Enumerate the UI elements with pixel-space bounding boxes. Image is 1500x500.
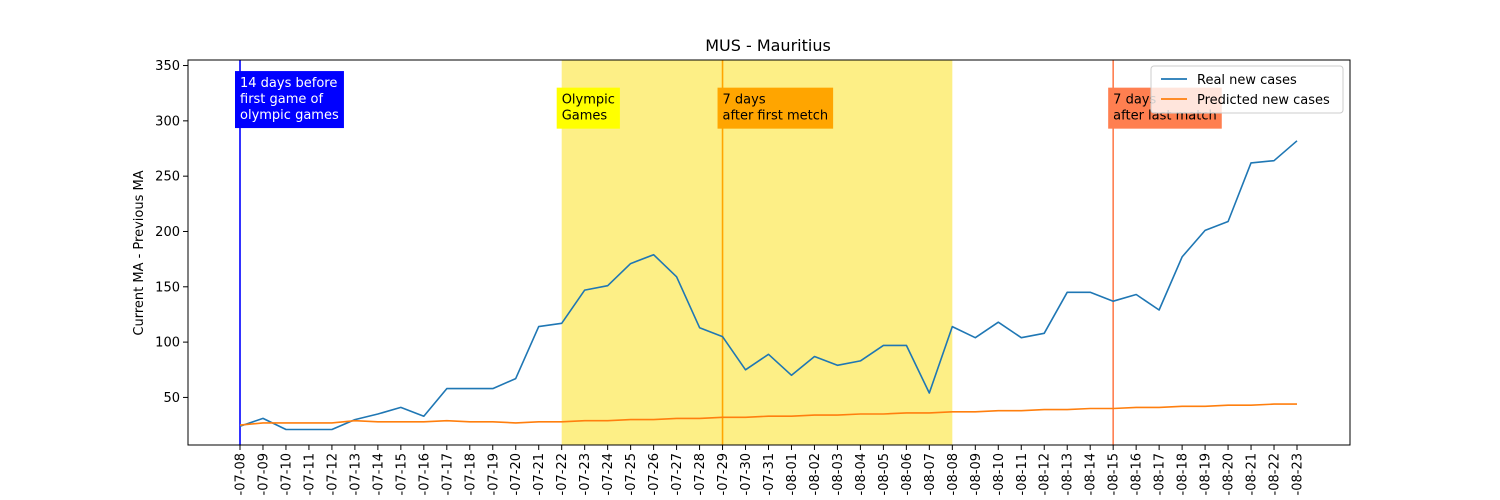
legend-label-0: Real new cases — [1197, 73, 1297, 88]
annotation-1: Olympic Games — [556, 87, 620, 129]
y-tick-label: 100 — [155, 336, 180, 351]
x-tick-label: -07-20 — [509, 453, 524, 495]
x-tick-label: -07-25 — [624, 453, 639, 495]
x-tick-label: -08-07 — [923, 453, 938, 495]
x-tick-label: -07-17 — [440, 453, 455, 495]
x-tick-label: -08-10 — [992, 453, 1007, 495]
x-tick-label: -07-09 — [256, 453, 271, 495]
chart-title: MUS - Mauritius — [705, 36, 831, 55]
x-tick-label: -08-15 — [1107, 453, 1122, 495]
x-tick-label: -07-16 — [417, 453, 432, 495]
x-tick-label: -08-02 — [808, 453, 823, 495]
y-axis-title: Current MA - Previous MA — [132, 170, 147, 335]
x-tick-label: -07-13 — [348, 453, 363, 495]
x-tick-label: -07-29 — [716, 453, 731, 495]
legend-box — [1150, 65, 1344, 114]
annotation-label: 14 days before first game of olympic games — [240, 76, 339, 123]
legend-label-1: Predicted new cases — [1197, 93, 1330, 108]
plot-area: 14 days before first game of olympic games… — [155, 59, 1351, 495]
x-tick-label: -07-18 — [463, 453, 478, 495]
annotation-box — [235, 71, 344, 129]
y-tick-label: 150 — [155, 280, 180, 295]
y-tick-label: 300 — [155, 114, 180, 129]
x-tick-label: -07-19 — [486, 453, 501, 495]
x-tick-label: -07-08 — [234, 453, 249, 495]
x-tick-label: -08-03 — [831, 453, 846, 495]
x-tick-label: -07-31 — [762, 453, 777, 495]
x-tick-label: -07-10 — [279, 453, 294, 495]
series-line-0 — [239, 140, 1298, 431]
x-tick-label: -08-05 — [877, 453, 892, 495]
legend: Real new cases Predicted new cases — [1150, 65, 1344, 114]
x-tick-label: -08-09 — [969, 453, 984, 495]
y-tick-label: 200 — [155, 225, 180, 240]
annotation-box — [556, 87, 620, 129]
x-tick-label: -08-17 — [1153, 453, 1168, 495]
x-tick-label: -08-06 — [900, 453, 915, 495]
x-tick-label: -08-11 — [1015, 453, 1030, 495]
x-tick-label: -08-13 — [1061, 453, 1076, 495]
annotation-0: 14 days before first game of olympic games — [235, 71, 344, 129]
series-line-1 — [239, 403, 1297, 426]
x-tick-label: -07-27 — [670, 453, 685, 495]
x-tick-label: -08-18 — [1176, 453, 1191, 495]
y-tick-label: 350 — [155, 59, 180, 74]
x-tick-label: -07-28 — [693, 453, 708, 495]
x-tick-label: -08-08 — [946, 453, 961, 495]
annotation-2: 7 days after first metch — [717, 87, 834, 129]
x-tick-label: -07-11 — [302, 453, 317, 495]
x-tick-label: -07-23 — [578, 453, 593, 495]
x-tick-label: -08-23 — [1291, 453, 1306, 495]
annotation-label: Olympic Games — [562, 93, 615, 124]
x-tick-label: -08-12 — [1038, 453, 1053, 495]
x-tick-label: -08-20 — [1222, 453, 1237, 495]
x-tick-label: -08-04 — [854, 453, 869, 495]
x-tick-label: -07-22 — [555, 453, 570, 495]
x-tick-label: -07-21 — [532, 453, 547, 495]
y-tick-label: 50 — [163, 391, 180, 406]
x-tick-label: -07-15 — [394, 453, 409, 495]
annotation-box — [717, 87, 834, 129]
x-tick-label: -08-01 — [785, 453, 800, 495]
x-tick-label: -07-24 — [601, 453, 616, 495]
x-tick-label: -07-14 — [371, 453, 386, 495]
y-tick-label: 250 — [155, 170, 180, 185]
annotation-label: 7 days after first metch — [723, 93, 829, 124]
x-tick-label: -07-26 — [647, 453, 662, 495]
x-tick-label: -07-12 — [325, 453, 340, 495]
x-tick-label: -08-14 — [1084, 453, 1099, 495]
x-tick-label: -07-30 — [739, 453, 754, 495]
x-tick-label: -08-16 — [1130, 453, 1145, 495]
x-tick-label: -08-19 — [1199, 453, 1214, 495]
x-tick-label: -08-21 — [1245, 453, 1260, 495]
x-tick-label: -08-22 — [1268, 453, 1283, 495]
